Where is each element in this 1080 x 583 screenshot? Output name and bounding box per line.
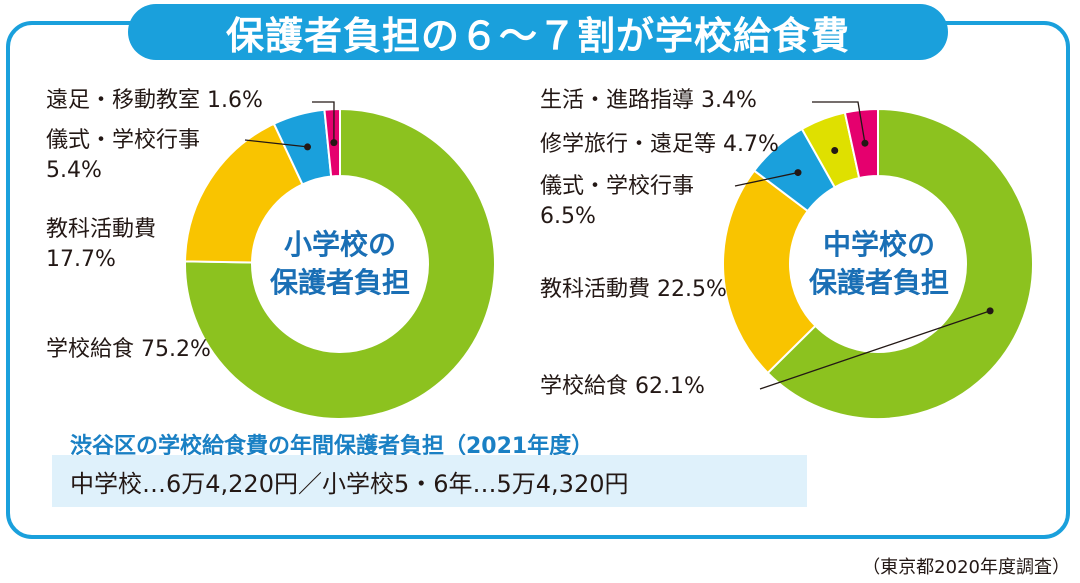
chart-title: 保護者負担の６～７割が学校給食費: [225, 13, 850, 58]
jh-trip-dot: [831, 146, 839, 154]
fee-subtitle: 渋谷区の学校給食費の年間保護者負担（2021年度）: [70, 434, 594, 459]
junior-high-donut: [722, 107, 1034, 420]
jh-hole: [791, 177, 965, 351]
elem-excursion-dot: [330, 139, 338, 147]
jh-ceremony-dot: [794, 169, 802, 177]
elem-label-lunch: 学校給食 75.2%: [46, 337, 211, 362]
source-note: （東京都2020年度調査）: [862, 557, 1070, 578]
jh-label-subject: 教科活動費 22.5%: [540, 277, 727, 302]
leader-lines: [244, 101, 994, 390]
elementary-donut: [184, 107, 496, 420]
elem-label-subject: 教科活動費 17.7%: [46, 217, 157, 272]
jh-center-label: 中学校の 保護者負担: [808, 228, 949, 299]
jh-slice-1: [722, 169, 817, 375]
elem-ceremony-dot: [304, 143, 312, 151]
jh-label-trip: 修学旅行・遠足等 4.7%: [540, 132, 779, 157]
jh-label-guidance: 生活・進路指導 3.4%: [540, 88, 757, 113]
elem-hole: [253, 177, 427, 351]
jh-guidance-line: [812, 101, 866, 144]
jh-lunch-dot: [986, 307, 994, 315]
elem-label-ceremony: 儀式・学校行事 5.4%: [46, 128, 201, 183]
jh-label-lunch: 学校給食 62.1%: [540, 374, 705, 399]
elem-ceremony-line: [244, 139, 308, 148]
fee-box: 中学校…6万4,220円／小学校5・6年…5万4,320円: [52, 455, 807, 507]
elem-slice-0: [184, 107, 496, 420]
jh-guidance-dot: [861, 139, 869, 147]
jh-lunch-line: [759, 310, 991, 390]
elem-label-excursion: 遠足・移動教室 1.6%: [46, 88, 263, 113]
jh-slice-4: [843, 107, 879, 180]
jh-slice-0: [766, 107, 1034, 420]
title-banner: 保護者負担の６～７割が学校給食費: [128, 4, 948, 60]
elem-center-label: 小学校の 保護者負担: [269, 228, 410, 299]
fee-text: 中学校…6万4,220円／小学校5・6年…5万4,320円: [70, 469, 629, 498]
elem-excursion-line: [312, 101, 335, 143]
jh-ceremony-line: [734, 171, 799, 187]
jh-label-ceremony: 儀式・学校行事 6.5%: [540, 174, 695, 229]
